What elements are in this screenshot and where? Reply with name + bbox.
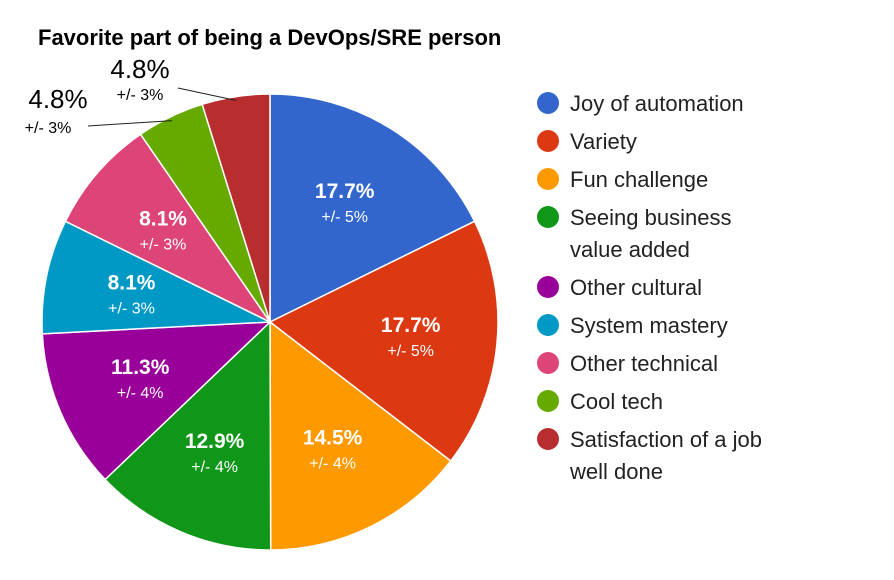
legend-label-joy-of-automation: Joy of automation [570, 91, 744, 116]
legend-label-seeing-business-value-added: Seeing business [570, 205, 731, 230]
leader-line-cool-tech [87, 120, 173, 127]
legend-item-variety: Variety [537, 129, 637, 154]
legend: Joy of automation Variety Fun challenge See… [537, 91, 762, 484]
legend-label-cool-tech: Cool tech [570, 389, 663, 414]
legend-item-satisfaction-of-a-job-well-done: Satisfaction of a job well done [537, 427, 762, 484]
legend-label-fun-challenge: Fun challenge [570, 167, 708, 192]
legend-swatch-other-cultural [537, 276, 559, 298]
chart-title: Favorite part of being a DevOps/SRE pers… [38, 25, 501, 50]
legend-swatch-cool-tech [537, 390, 559, 412]
slice-value-label-cool-tech: 4.8% [28, 84, 87, 114]
pie-slice-other-cultural [41, 321, 272, 481]
legend-swatch-variety [537, 130, 559, 152]
legend-item-seeing-business-value-added: Seeing business value added [537, 205, 731, 262]
pie-slice-labels: 17.7% +/- 5% 17.7% +/- 5% 14.5% +/- 4% 12.9% +/… [25, 54, 441, 476]
slice-value-label-joy-of-automation: 17.7% [315, 180, 375, 203]
pie-slice-joy-of-automation [269, 93, 476, 324]
slice-error-label-cool-tech: +/- 3% [25, 120, 72, 137]
legend-label-system-mastery: System mastery [570, 313, 728, 338]
pie-slice-fun-challenge [269, 320, 452, 551]
pie-slice-system-mastery [41, 220, 273, 335]
slice-value-label-variety: 17.7% [381, 314, 441, 337]
legend-item-other-cultural: Other cultural [537, 275, 702, 300]
legend-swatch-other-technical [537, 352, 559, 374]
pie-slice-seeing-business-value-added [104, 320, 272, 551]
slice-value-label-system-mastery: 8.1% [108, 272, 156, 295]
legend-label-satisfaction-of-a-job-well-done: Satisfaction of a job [570, 427, 762, 452]
legend-label-other-cultural: Other cultural [570, 275, 702, 300]
pie-slice-other-technical [64, 133, 273, 324]
legend-label-other-technical: Other technical [570, 351, 718, 376]
slice-value-label-other-technical: 8.1% [139, 208, 187, 231]
slice-error-label-fun-challenge: +/- 4% [309, 456, 356, 473]
pie-slice-variety [268, 220, 499, 463]
slice-value-label-fun-challenge: 14.5% [303, 427, 363, 450]
legend-swatch-joy-of-automation [537, 92, 559, 114]
legend-item-joy-of-automation: Joy of automation [537, 91, 744, 116]
legend-item-system-mastery: System mastery [537, 313, 728, 338]
slice-value-label-seeing-business-value-added: 12.9% [185, 430, 245, 453]
pie-slice-satisfaction-of-a-job-well-done [201, 93, 271, 323]
slice-error-label-other-cultural: +/- 4% [117, 385, 164, 402]
slice-error-label-other-technical: +/- 3% [140, 237, 187, 254]
slice-value-label-satisfaction-of-a-job-well-done: 4.8% [110, 54, 169, 84]
slice-error-label-variety: +/- 5% [387, 343, 434, 360]
legend-swatch-satisfaction-of-a-job-well-done [537, 428, 559, 450]
legend-swatch-seeing-business-value-added [537, 206, 559, 228]
leader-line-satisfaction-of-a-job-well-done [177, 87, 237, 101]
slice-value-label-other-cultural: 11.3% [111, 356, 170, 379]
legend-swatch-fun-challenge [537, 168, 559, 190]
legend-item-fun-challenge: Fun challenge [537, 167, 708, 192]
slice-error-label-satisfaction-of-a-job-well-done: +/- 3% [117, 87, 164, 104]
pie-slices [41, 93, 499, 551]
slice-error-label-joy-of-automation: +/- 5% [321, 209, 368, 226]
legend-item-cool-tech: Cool tech [537, 389, 663, 414]
legend-swatch-system-mastery [537, 314, 559, 336]
legend-item-other-technical: Other technical [537, 351, 718, 376]
slice-error-label-system-mastery: +/- 3% [108, 301, 155, 318]
legend-label-satisfaction-of-a-job-well-done-line2: well done [569, 459, 663, 484]
legend-label-variety: Variety [570, 129, 637, 154]
slice-error-label-seeing-business-value-added: +/- 4% [191, 459, 238, 476]
legend-label-seeing-business-value-added-line2: value added [570, 237, 690, 262]
